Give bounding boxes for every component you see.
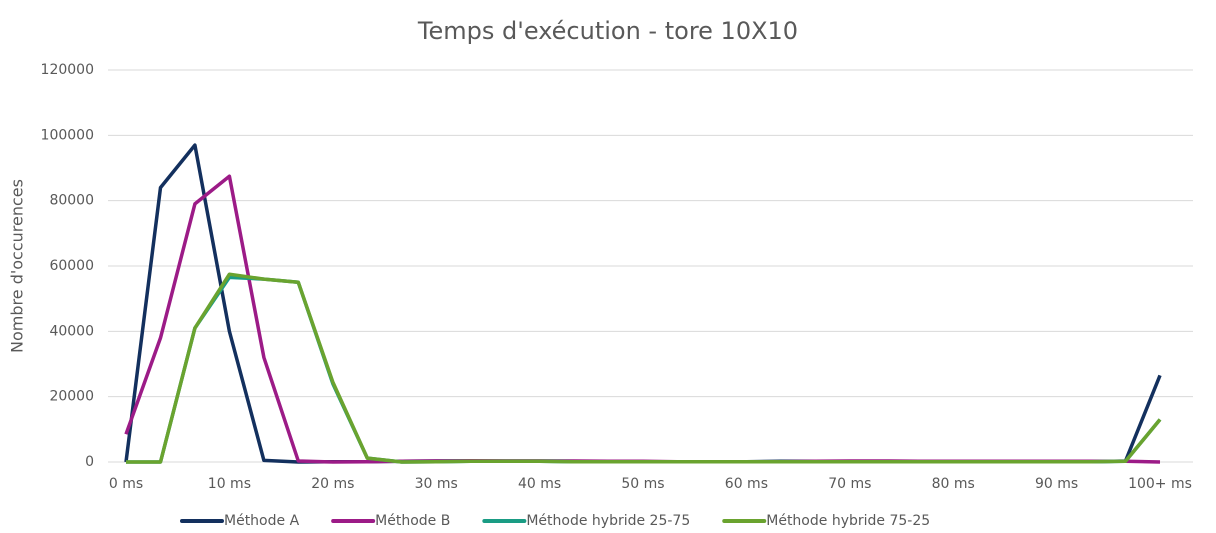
series-line — [126, 275, 1162, 464]
x-tick-label: 40 ms — [518, 476, 561, 492]
y-tick-label: 20000 — [49, 389, 94, 405]
x-tick-label: 60 ms — [725, 476, 768, 492]
x-tick-label: 100+ ms — [1128, 476, 1192, 492]
x-tick-label: 30 ms — [415, 476, 458, 492]
y-tick-label: 100000 — [41, 127, 94, 143]
x-tick-label: 70 ms — [828, 476, 871, 492]
legend-label: Méthode hybride 75-25 — [766, 513, 930, 529]
y-tick-label: 80000 — [49, 193, 94, 209]
x-tick-label: 10 ms — [208, 476, 251, 492]
y-tick-label: 60000 — [49, 258, 94, 274]
y-axis-label: Nombre d'occurences — [8, 179, 27, 353]
legend-label: Méthode B — [375, 513, 450, 529]
series-line — [124, 174, 1161, 464]
series-line — [126, 272, 1162, 464]
x-tick-label: 90 ms — [1035, 476, 1078, 492]
x-tick-label: 50 ms — [621, 476, 664, 492]
x-tick-label: 20 ms — [311, 476, 354, 492]
y-tick-label: 120000 — [41, 62, 94, 78]
x-tick-label: 80 ms — [932, 476, 975, 492]
x-tick-label: 0 ms — [109, 476, 143, 492]
legend-label: Méthode hybride 25-75 — [526, 513, 690, 529]
y-tick-label: 0 — [85, 454, 94, 470]
chart-title: Temps d'exécution - tore 10X10 — [417, 17, 798, 45]
legend-label: Méthode A — [224, 513, 300, 529]
y-tick-label: 40000 — [49, 323, 94, 339]
